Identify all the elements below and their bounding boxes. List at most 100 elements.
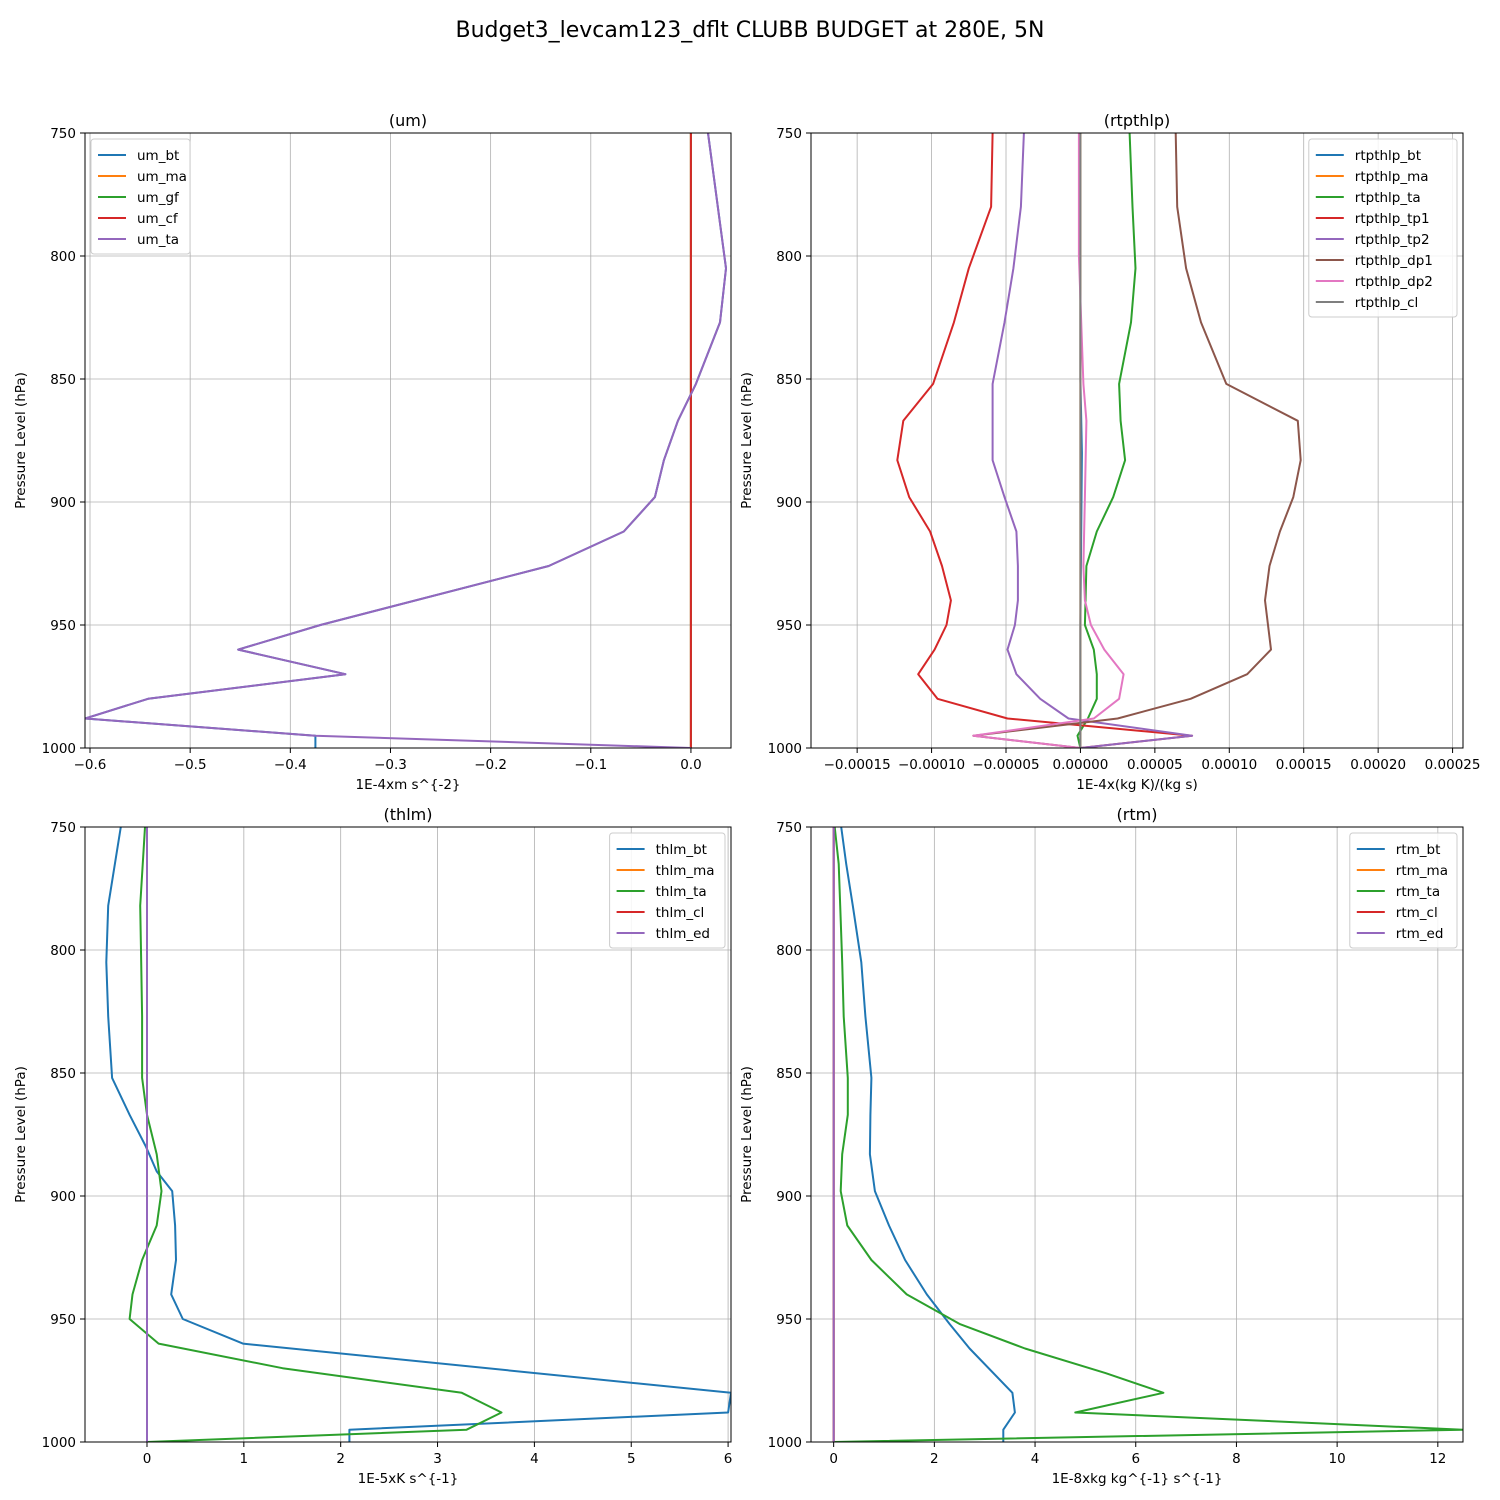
- y-tick-label: 850: [776, 372, 802, 388]
- legend-entry: um_ma: [137, 169, 187, 185]
- y-tick-label: 1000: [768, 741, 802, 757]
- legend-entry: um_ta: [137, 232, 179, 248]
- x-tick-label: 4: [530, 1451, 539, 1467]
- y-tick-label: 800: [776, 249, 802, 265]
- legend-entry: rtm_cl: [1396, 905, 1438, 921]
- x-tick-label: 2: [336, 1451, 345, 1467]
- y-tick-label: 900: [776, 495, 802, 511]
- legend-entry: rtm_ma: [1396, 863, 1448, 879]
- series-line-rtm_ta: [833, 827, 1463, 1442]
- plot-frame: [84, 132, 732, 749]
- x-tick-label: 0.00020: [1350, 757, 1406, 773]
- x-tick-label: 0: [143, 1451, 152, 1467]
- x-tick-label: 12: [1429, 1451, 1446, 1467]
- x-tick-label: 4: [1031, 1451, 1040, 1467]
- legend-box: [90, 138, 191, 255]
- y-tick-label: 1000: [42, 741, 76, 757]
- x-tick-label: 0.00000: [1053, 757, 1109, 773]
- y-tick-label: 800: [50, 943, 76, 959]
- legend-box: [1308, 138, 1458, 318]
- x-tick-label: 0.00010: [1201, 757, 1257, 773]
- series-line-rtpthlp_tp1: [896, 133, 1194, 748]
- series-line-um_ta: [85, 133, 727, 748]
- y-tick-label: 950: [50, 618, 76, 634]
- y-tick-label: 950: [776, 618, 802, 634]
- y-tick-label: 900: [50, 495, 76, 511]
- y-tick-label: 850: [50, 372, 76, 388]
- legend-entry: rtm_ed: [1396, 926, 1444, 942]
- chart-title: (um): [389, 111, 427, 130]
- plot-frame: [810, 826, 1464, 1443]
- y-axis-label: Pressure Level (hPa): [13, 372, 29, 509]
- x-axis-label: 1E-4x(kg K)/(kg s): [1076, 777, 1197, 793]
- y-axis-label: Pressure Level (hPa): [739, 1066, 755, 1203]
- y-tick-label: 950: [50, 1312, 76, 1328]
- y-tick-label: 850: [776, 1066, 802, 1082]
- legend: rtm_bt rtm_ma rtm_ta rtm_cl rtm_ed: [1349, 832, 1458, 949]
- x-tick-label: −0.4: [274, 757, 307, 773]
- x-tick-label: 0.0: [680, 757, 701, 773]
- x-tick-label: −0.6: [74, 757, 107, 773]
- x-tick-label: −0.1: [574, 757, 607, 773]
- legend: thlm_bt thlm_ma thlm_ta thlm_cl thlm_ed: [609, 832, 726, 949]
- y-tick-label: 750: [50, 820, 76, 836]
- legend-entry: thlm_ed: [656, 926, 710, 942]
- y-tick-label: 900: [50, 1189, 76, 1205]
- chart-panel-3: 0 2 4 6 8 10 12 750 800 850 900 950 1000 (rtm) 1E-8xkg…: [739, 805, 1464, 1487]
- legend-entry: rtpthlp_tp1: [1355, 211, 1430, 227]
- y-tick-label: 750: [776, 820, 802, 836]
- legend-entry: rtpthlp_cl: [1355, 295, 1419, 311]
- x-tick-label: −0.00010: [898, 757, 965, 773]
- legend-entry: rtpthlp_bt: [1355, 148, 1421, 164]
- chart-panel-1: −0.00015 −0.00010 −0.00005 0.00000 0.00005 0.…: [739, 111, 1480, 793]
- legend: um_bt um_ma um_gf um_cf um_ta: [90, 138, 191, 255]
- x-tick-label: −0.00015: [824, 757, 891, 773]
- x-tick-label: 3: [433, 1451, 442, 1467]
- y-tick-label: 800: [776, 943, 802, 959]
- y-tick-label: 750: [776, 126, 802, 142]
- legend-entry: um_bt: [137, 148, 179, 164]
- series-line-rtm_bt: [840, 827, 1016, 1442]
- x-tick-label: 1: [240, 1451, 249, 1467]
- series-line-rtpthlp_dp2: [972, 133, 1125, 748]
- y-tick-label: 900: [776, 1189, 802, 1205]
- y-tick-label: 750: [50, 126, 76, 142]
- legend-entry: rtpthlp_tp2: [1355, 232, 1430, 248]
- legend-entry: thlm_ma: [656, 863, 715, 879]
- series-line-rtpthlp_tp2: [991, 133, 1194, 748]
- chart-title: (rtpthlp): [1104, 111, 1171, 130]
- chart-title: (thlm): [384, 805, 433, 824]
- legend: rtpthlp_bt rtpthlp_ma rtpthlp_ta rtpthlp_tp…: [1308, 138, 1458, 318]
- x-tick-label: −0.5: [174, 757, 207, 773]
- legend-entry: rtpthlp_dp1: [1355, 253, 1433, 269]
- x-tick-label: 8: [1232, 1451, 1241, 1467]
- x-tick-label: 0.00025: [1425, 757, 1481, 773]
- chart-panel-2: 0 1 2 3 4 5 6 750 800 850 900 950 1000 (thlm) 1E-5xK s…: [13, 805, 732, 1487]
- figure-title: Budget3_levcam123_dflt CLUBB BUDGET at 2…: [456, 18, 1045, 43]
- series-line-rtpthlp_dp1: [972, 133, 1302, 748]
- legend-entry: thlm_ta: [656, 884, 707, 900]
- x-tick-label: −0.2: [474, 757, 507, 773]
- legend-entry: thlm_bt: [656, 842, 707, 858]
- x-axis-label: 1E-8xkg kg^{-1} s^{-1}: [1052, 1471, 1223, 1487]
- legend-entry: rtm_bt: [1396, 842, 1441, 858]
- plot-frame: [84, 826, 732, 1443]
- chart-title: (rtm): [1117, 805, 1158, 824]
- x-axis-label: 1E-4xm s^{-2}: [356, 777, 461, 793]
- x-tick-label: 6: [1131, 1451, 1140, 1467]
- legend-entry: rtpthlp_ma: [1355, 169, 1429, 185]
- y-tick-label: 800: [50, 249, 76, 265]
- x-tick-label: 10: [1329, 1451, 1346, 1467]
- legend-box: [1349, 832, 1458, 949]
- x-tick-label: 0.00005: [1127, 757, 1183, 773]
- series-line-thlm_ta: [128, 827, 503, 1442]
- y-tick-label: 1000: [42, 1435, 76, 1451]
- x-tick-label: −0.00005: [972, 757, 1039, 773]
- x-tick-label: 0.00015: [1276, 757, 1332, 773]
- y-tick-label: 850: [50, 1066, 76, 1082]
- plot-frame: [810, 132, 1464, 749]
- x-tick-label: 6: [724, 1451, 733, 1467]
- y-axis-label: Pressure Level (hPa): [739, 372, 755, 509]
- legend-entry: um_cf: [137, 211, 179, 227]
